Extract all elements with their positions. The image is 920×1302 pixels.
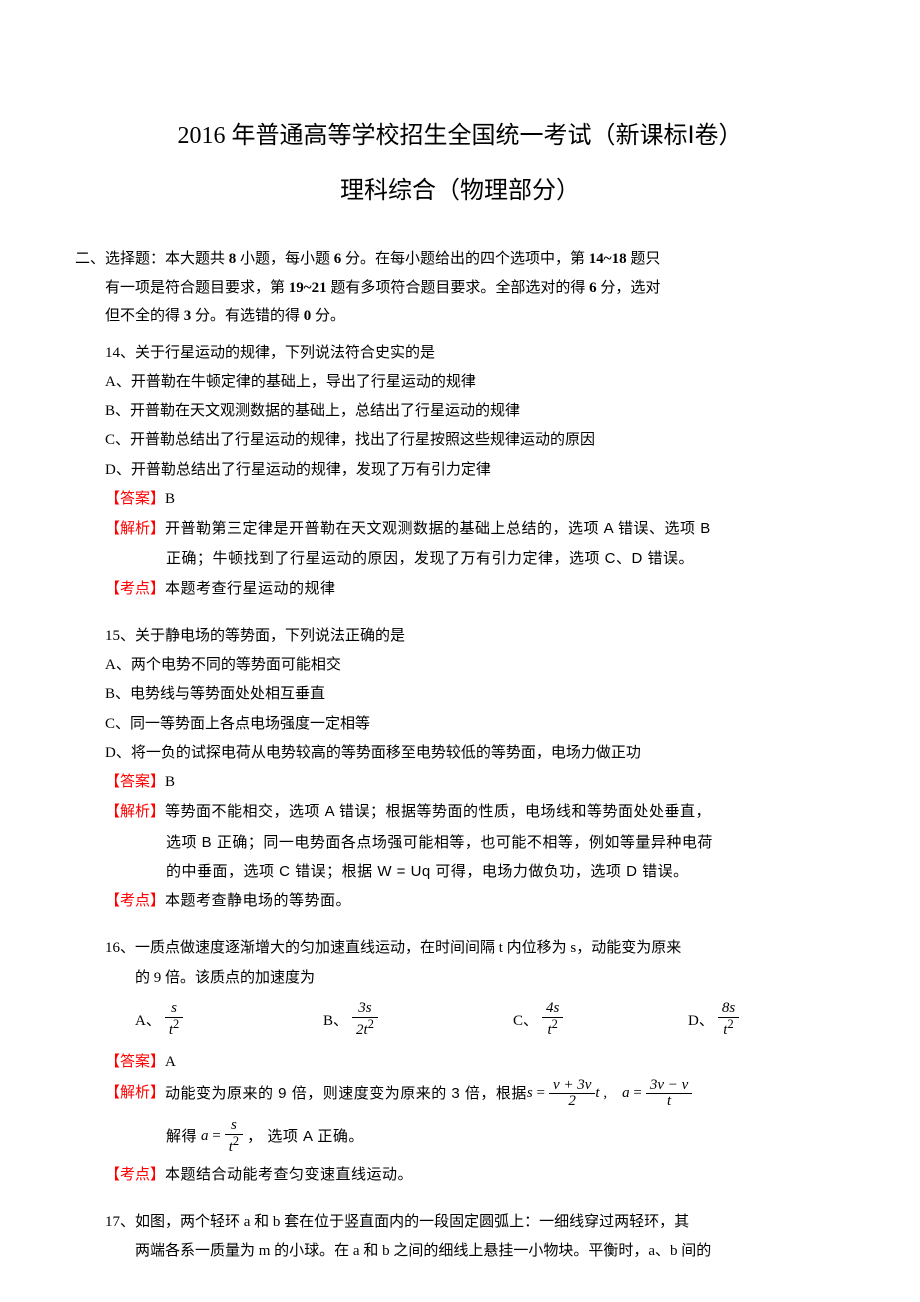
q14-stem: 14、关于行星运动的规律，下列说法符合史实的是 bbox=[105, 339, 830, 368]
q16-analysis: 【解析】 动能变为原来的 9 倍，则速度变为原来的 3 倍，根据 s = v +… bbox=[105, 1078, 830, 1111]
point-label: 【考点】 bbox=[105, 581, 165, 597]
q16-choice-b: B、 3s2t2 bbox=[323, 1001, 513, 1039]
point-label: 【考点】 bbox=[105, 1167, 165, 1183]
q16-stem-l2: 的 9 倍。该质点的加速度为 bbox=[135, 964, 830, 993]
q16-answer-val: A bbox=[165, 1054, 176, 1070]
analysis-label: 【解析】 bbox=[105, 521, 165, 537]
q15-option-d: D、将一负的试探电荷从电势较高的等势面移至电势较低的等势面，电场力做正功 bbox=[105, 739, 830, 768]
choice-b-label: B、 bbox=[323, 1009, 348, 1030]
choice-d-label: D、 bbox=[688, 1009, 714, 1030]
q16-analysis-pre: 动能变为原来的 9 倍，则速度变为原来的 3 倍，根据 bbox=[165, 1079, 527, 1108]
eq1-frac: v + 3v2 bbox=[549, 1078, 595, 1111]
q16-analysis-l2-post: ， 选项 A 正确。 bbox=[247, 1122, 364, 1151]
q16-point-text: 本题结合动能考查匀变速直线运动。 bbox=[165, 1166, 413, 1183]
q15-point: 【考点】本题考查静电场的等势面。 bbox=[105, 886, 830, 916]
q14-point-text: 本题考查行星运动的规律 bbox=[165, 580, 336, 597]
q15-analysis-l1: 等势面不能相交，选项 A 错误；根据等势面的性质，电场线和等势面处处垂直， bbox=[165, 803, 711, 820]
q14-option-c: C、开普勒总结出了行星运动的规律，找出了行星按照这些规律运动的原因 bbox=[105, 426, 830, 455]
q16-analysis-l2-pre: 解得 bbox=[166, 1122, 197, 1151]
q16-choice-a: A、 st2 bbox=[135, 1001, 323, 1039]
q16-choice-d: D、 8st2 bbox=[688, 1001, 739, 1039]
analysis-label: 【解析】 bbox=[105, 804, 165, 820]
choice-d-num: 8s bbox=[718, 1001, 739, 1018]
q16-answer: 【答案】A bbox=[105, 1048, 830, 1077]
page-title-line2: 理科综合（物理部分） bbox=[90, 170, 830, 205]
answer-label: 【答案】 bbox=[105, 491, 165, 507]
point-label: 【考点】 bbox=[105, 893, 165, 909]
q17-stem-l1: 17、如图，两个轻环 a 和 b 套在位于竖直面内的一段固定圆弧上：一细线穿过两… bbox=[105, 1208, 830, 1237]
q15-option-c: C、同一等势面上各点电场强度一定相等 bbox=[105, 710, 830, 739]
eq-a: a = bbox=[622, 1079, 642, 1108]
answer-label: 【答案】 bbox=[105, 774, 165, 790]
q15-option-a: A、两个电势不同的等势面可能相交 bbox=[105, 651, 830, 680]
q15-answer: 【答案】B bbox=[105, 768, 830, 797]
q15-point-text: 本题考查静电场的等势面。 bbox=[165, 892, 351, 909]
q14-option-a: A、开普勒在牛顿定律的基础上，导出了行星运动的规律 bbox=[105, 368, 830, 397]
q14-option-b: B、开普勒在天文观测数据的基础上，总结出了行星运动的规律 bbox=[105, 397, 830, 426]
choice-c-num: 4s bbox=[542, 1001, 563, 1018]
q14-answer: 【答案】B bbox=[105, 485, 830, 514]
q16-choice-c: C、 4st2 bbox=[513, 1001, 688, 1039]
q14-analysis-l1: 开普勒第三定律是开普勒在天文观测数据的基础上总结的，选项 A 错误、选项 B bbox=[165, 520, 711, 537]
analysis-label: 【解析】 bbox=[105, 1079, 165, 1108]
q14-point: 【考点】本题考查行星运动的规律 bbox=[105, 574, 830, 604]
choice-c-label: C、 bbox=[513, 1009, 538, 1030]
eq-s: s = bbox=[527, 1079, 545, 1108]
q15-analysis-l3: 的中垂面，选项 C 错误；根据 W = Uq 可得，电场力做负功，选项 D 错误… bbox=[166, 857, 830, 886]
q15-stem: 15、关于静电场的等势面，下列说法正确的是 bbox=[105, 622, 830, 651]
q14-analysis: 【解析】开普勒第三定律是开普勒在天文观测数据的基础上总结的，选项 A 错误、选项… bbox=[105, 514, 830, 544]
q16-point: 【考点】本题结合动能考查匀变速直线运动。 bbox=[105, 1160, 830, 1190]
q14-answer-val: B bbox=[165, 491, 175, 507]
q17-stem-l2: 两端各系一质量为 m 的小球。在 a 和 b 之间的细线上悬挂一小物块。平衡时，… bbox=[135, 1237, 830, 1266]
q16-analysis-l2: 解得 a = st2 ， 选项 A 正确。 bbox=[166, 1118, 830, 1156]
q15-analysis-l2: 选项 B 正确；同一电势面各点场强可能相等，也可能不相等，例如等量异种电荷 bbox=[166, 828, 830, 857]
page-title-line1: 2016 年普通高等学校招生全国统一考试（新课标Ⅰ卷） bbox=[90, 115, 830, 150]
choice-b-num: 3s bbox=[352, 1001, 378, 1018]
q15-option-b: B、电势线与等势面处处相互垂直 bbox=[105, 680, 830, 709]
eq3-lhs: a = bbox=[201, 1122, 221, 1151]
q15-answer-val: B bbox=[165, 774, 175, 790]
eq2-frac: 3v − vt bbox=[646, 1078, 692, 1111]
q15-analysis: 【解析】等势面不能相交，选项 A 错误；根据等势面的性质，电场线和等势面处处垂直… bbox=[105, 797, 830, 827]
q16-stem-l1: 16、一质点做速度逐渐增大的匀加速直线运动，在时间间隔 t 内位移为 s，动能变… bbox=[105, 934, 830, 963]
answer-label: 【答案】 bbox=[105, 1054, 165, 1070]
eq1-suffix: t , bbox=[595, 1079, 622, 1108]
choice-a-num: s bbox=[165, 1001, 183, 1018]
q14-option-d: D、开普勒总结出了行星运动的规律，发现了万有引力定律 bbox=[105, 456, 830, 485]
eq3-frac: st2 bbox=[225, 1118, 243, 1156]
q16-choices: A、 st2 B、 3s2t2 C、 4st2 D、 8st2 bbox=[135, 1001, 830, 1039]
section-header-text: 二、选择题：本大题共 8 小题，每小题 6 分。在每小题给出的四个选项中，第 1… bbox=[75, 251, 660, 324]
choice-a-label: A、 bbox=[135, 1009, 161, 1030]
section-header: 二、选择题：本大题共 8 小题，每小题 6 分。在每小题给出的四个选项中，第 1… bbox=[75, 245, 830, 331]
q14-analysis-l2: 正确；牛顿找到了行星运动的原因，发现了万有引力定律，选项 C、D 错误。 bbox=[166, 544, 830, 573]
